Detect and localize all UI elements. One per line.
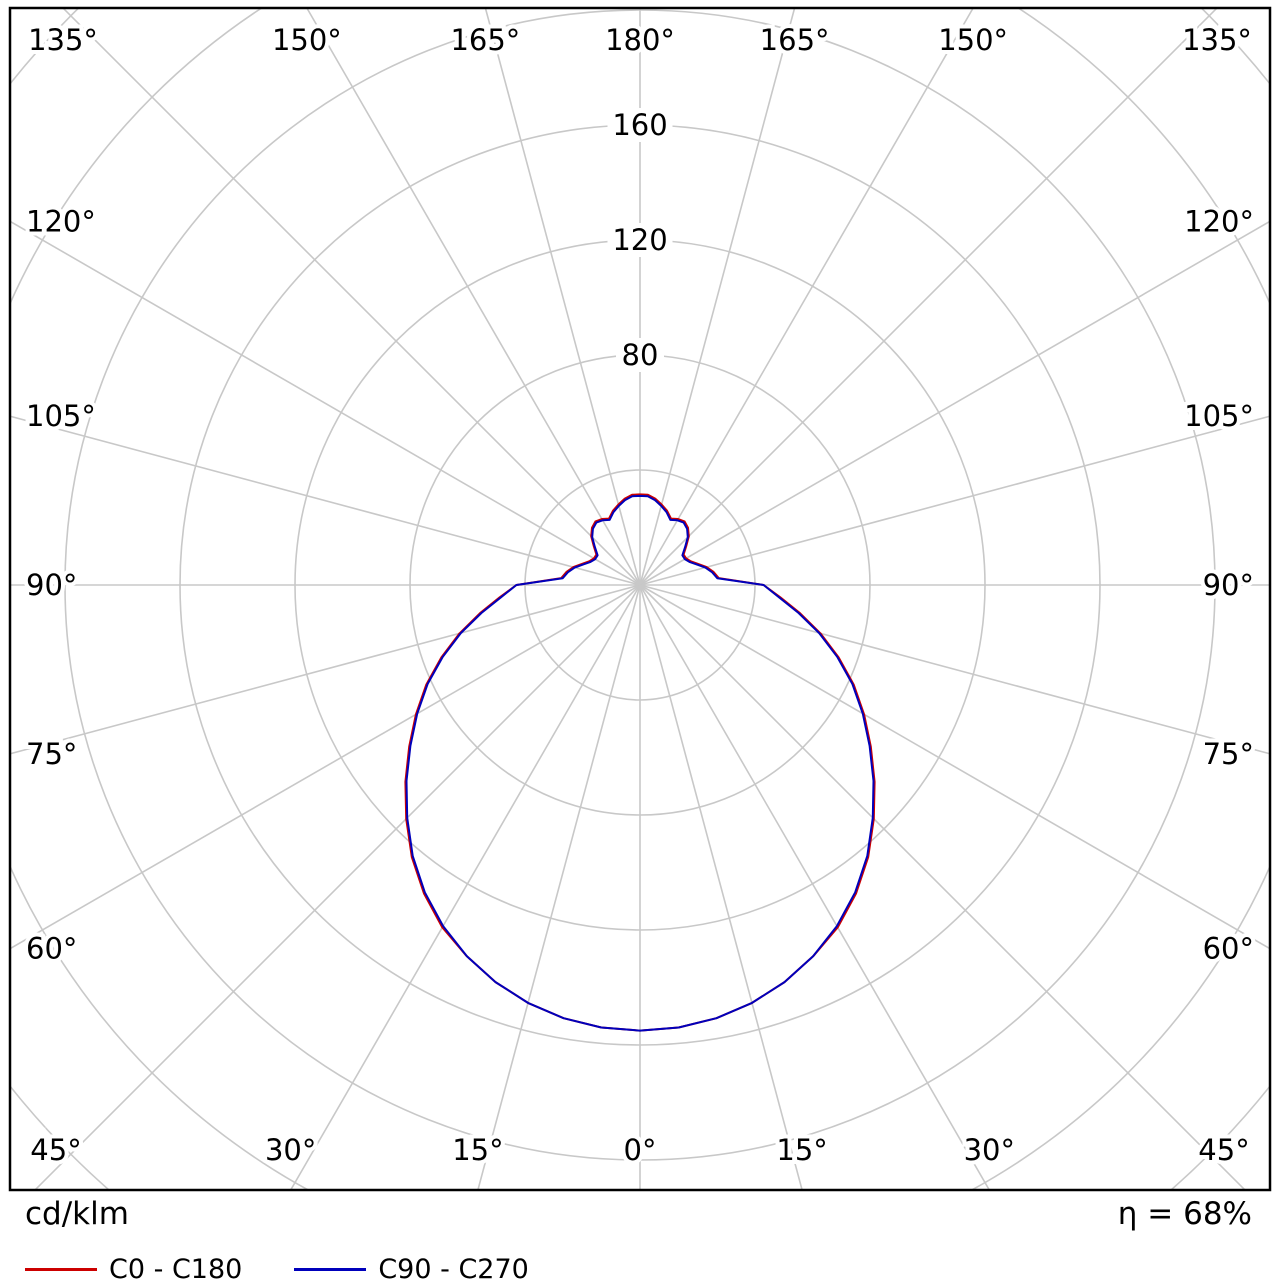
chart-frame	[8, 6, 1272, 1192]
angle-tick-label: 60°	[26, 932, 77, 966]
angle-tick-label: 60°	[1203, 932, 1254, 966]
angle-tick-label: 90°	[1203, 568, 1254, 602]
angle-tick-label: 165°	[450, 23, 520, 57]
angle-tick-label: 0°	[624, 1133, 657, 1167]
angle-tick-label: 135°	[1182, 23, 1252, 57]
grid-circle	[524, 469, 756, 701]
angle-tick-label: 90°	[26, 568, 77, 602]
angle-tick-label: 75°	[26, 737, 77, 771]
angle-tick-label: 180°	[605, 23, 675, 57]
grid-circle	[64, 9, 1216, 1161]
grid-radial-line	[10, 220, 641, 586]
angle-tick-label: 45°	[30, 1133, 81, 1167]
grid-radial-line	[305, 8, 641, 586]
grid-radial-line	[10, 584, 641, 950]
angle-tick-label: 30°	[964, 1133, 1015, 1167]
angle-tick-label: 30°	[265, 1133, 316, 1167]
angle-tick-label: 165°	[760, 23, 830, 57]
grid-radial-line	[639, 584, 1270, 755]
grid-radial-line	[289, 584, 641, 1190]
radius-tick-backing	[616, 338, 664, 372]
radius-tick-backing	[607, 223, 673, 257]
angle-tick-label: 135°	[28, 23, 98, 57]
grid-radial-line	[639, 584, 1270, 950]
grid-radial-line	[484, 8, 641, 586]
grid-radial-line	[639, 8, 1219, 586]
angle-tick-label: 150°	[272, 23, 342, 57]
angle-tick-label: 15°	[452, 1133, 503, 1167]
grid-radial-line	[639, 584, 1247, 1190]
angle-tick-label: 120°	[1184, 204, 1254, 238]
angle-tick-label: 45°	[1198, 1133, 1249, 1167]
radius-tick-label: 120	[612, 223, 667, 257]
grid-radial-line	[10, 415, 641, 586]
curve-c90-c270	[405, 494, 875, 1032]
angle-tick-label: 15°	[776, 1133, 827, 1167]
radius-tick-label: 160	[612, 108, 667, 142]
grid-radial-line	[639, 8, 796, 586]
grid-radial-line	[477, 584, 641, 1190]
grid-radial-line	[61, 8, 641, 586]
angle-tick-label: 75°	[1203, 737, 1254, 771]
grid-radial-line	[639, 220, 1270, 586]
grid-radial-line	[33, 584, 641, 1190]
angle-tick-label: 105°	[1184, 399, 1254, 433]
grid-radial-line	[639, 584, 991, 1190]
radius-tick-label: 80	[622, 338, 659, 372]
radius-tick-backing	[607, 108, 673, 142]
angle-tick-label: 150°	[938, 23, 1008, 57]
grid-radial-line	[639, 584, 803, 1190]
grid-radial-line	[10, 584, 641, 755]
grid-radial-line	[639, 415, 1270, 586]
grid-radial-line	[639, 8, 975, 586]
angle-tick-label: 105°	[26, 399, 96, 433]
angle-tick-label: 120°	[26, 204, 96, 238]
